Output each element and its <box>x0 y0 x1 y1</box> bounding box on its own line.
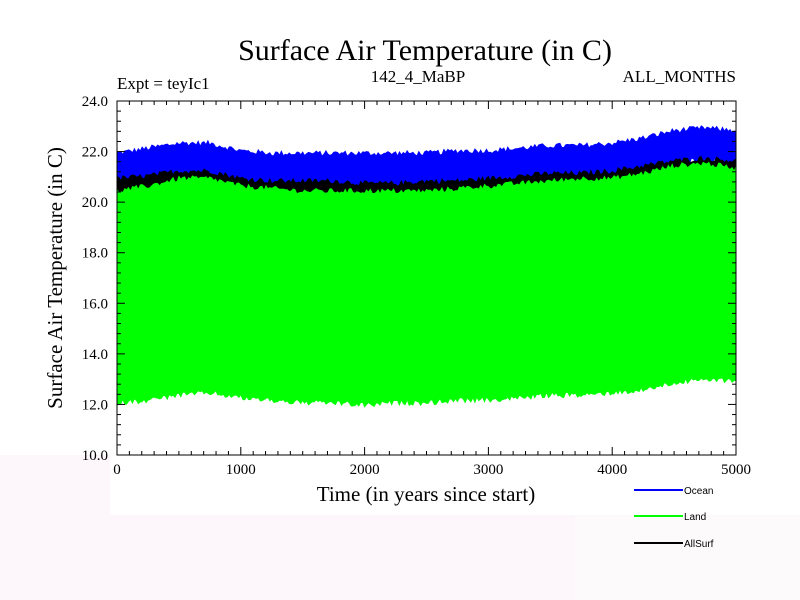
series-band-land <box>117 161 736 408</box>
y-axis-label: Surface Air Temperature (in C) <box>43 147 67 409</box>
y-tick-label: 20.0 <box>82 195 108 211</box>
period-label: 142_4_MaBP <box>371 67 465 86</box>
y-tick-label: 18.0 <box>82 246 108 262</box>
series-bands <box>117 125 736 408</box>
y-tick-label: 14.0 <box>82 347 108 363</box>
y-tick-label: 12.0 <box>82 397 108 413</box>
x-tick-label: 3000 <box>473 462 503 478</box>
legend: Ocean Land AllSurf <box>634 486 714 550</box>
x-tick-label: 4000 <box>597 462 627 478</box>
background-tint <box>0 515 640 600</box>
x-tick-label: 2000 <box>350 462 380 478</box>
plot-axes: 0 1000 2000 3000 4000 5000 10.0 12.0 14.0 16.0 18.… <box>82 94 751 478</box>
x-tick-label: 0 <box>113 462 121 478</box>
y-tick-label: 10.0 <box>82 448 108 464</box>
x-tick-label: 5000 <box>721 462 751 478</box>
background-tint <box>575 515 800 600</box>
x-axis-label: Time (in years since start) <box>317 482 536 506</box>
y-tick-label: 22.0 <box>82 145 108 161</box>
y-tick-label: 24.0 <box>82 94 108 110</box>
legend-label-ocean: Ocean <box>684 486 713 497</box>
experiment-label: Expt = teyIc1 <box>117 74 210 93</box>
x-tick-label: 1000 <box>226 462 256 478</box>
y-tick-label: 16.0 <box>82 296 108 312</box>
months-label: ALL_MONTHS <box>623 67 736 86</box>
legend-label-allsurf: AllSurf <box>684 539 714 550</box>
legend-label-land: Land <box>684 512 706 523</box>
chart-title: Surface Air Temperature (in C) <box>238 34 612 67</box>
